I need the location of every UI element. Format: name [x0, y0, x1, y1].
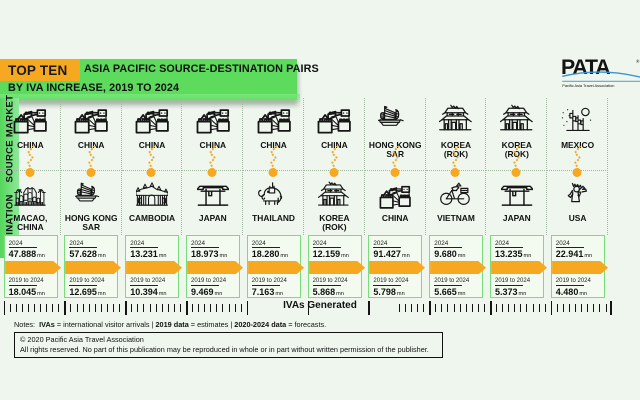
svg-text:®: ® — [636, 58, 640, 64]
svg-text:Pacific Asia Travel Associatio: Pacific Asia Travel Association — [562, 83, 614, 88]
